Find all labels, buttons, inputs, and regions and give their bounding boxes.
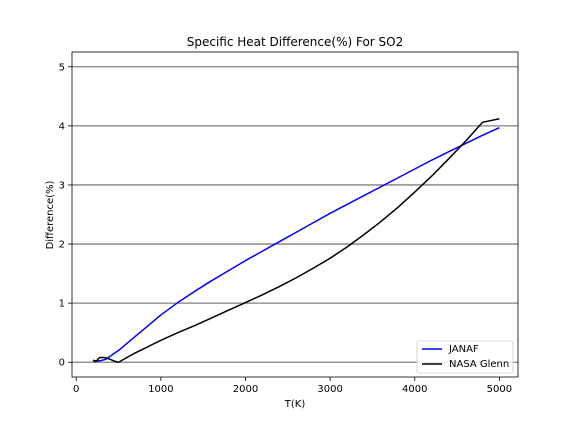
x-tick-label: 1000 — [148, 384, 173, 395]
series-line-janaf — [93, 126, 500, 362]
legend-label-nasa-glenn: NASA Glenn — [449, 359, 509, 370]
y-tick-label: 2 — [59, 240, 65, 251]
legend: JANAF NASA Glenn — [416, 340, 514, 374]
y-tick-label: 1 — [59, 299, 65, 310]
x-tick-label: 0 — [73, 384, 79, 395]
x-axis: 0 1000 2000 3000 4000 5000 — [73, 377, 512, 395]
series-group — [92, 118, 500, 363]
x-tick-label: 3000 — [317, 384, 342, 395]
plot-frame — [71, 51, 519, 378]
x-tick-label: 4000 — [402, 384, 427, 395]
grid-lines — [72, 66, 518, 363]
y-tick-label: 5 — [59, 62, 65, 73]
x-axis-label: T(K) — [284, 399, 306, 410]
series-line-nasa-glenn — [92, 118, 500, 363]
y-axis-label: Difference(%) — [45, 180, 56, 249]
y-tick-label: 0 — [59, 358, 65, 369]
chart-title: Specific Heat Difference(%) For SO2 — [187, 35, 404, 49]
y-tick-label: 4 — [59, 121, 65, 132]
legend-label-janaf: JANAF — [448, 344, 479, 355]
x-tick-label: 5000 — [487, 384, 512, 395]
x-tick-label: 2000 — [233, 384, 258, 395]
y-tick-label: 3 — [59, 180, 65, 191]
y-axis: 0 1 2 3 4 5 — [59, 62, 72, 369]
